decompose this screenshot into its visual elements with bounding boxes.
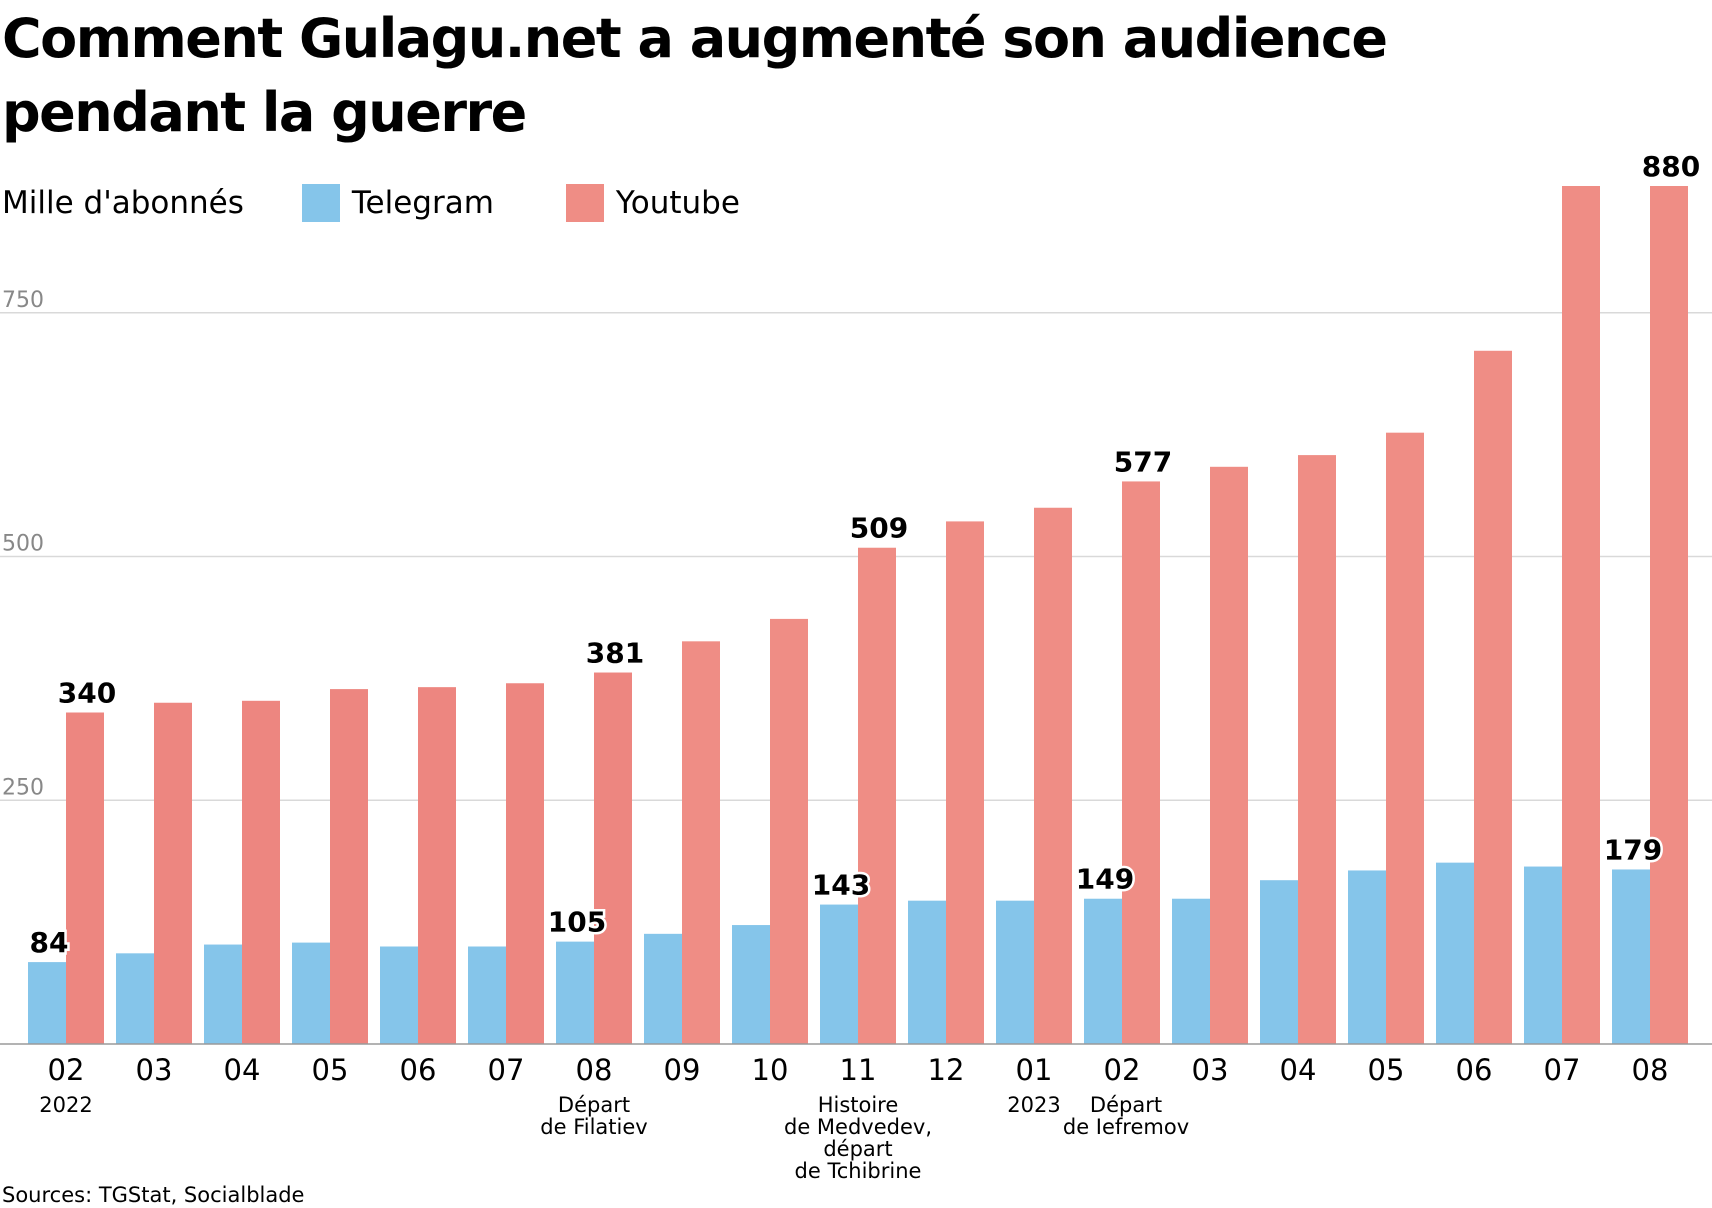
telegram-value-label-18: 179 bbox=[1604, 833, 1662, 866]
y-tick-label-750: 750 bbox=[2, 288, 44, 313]
telegram-bar-9 bbox=[820, 904, 858, 1044]
x-tick-label-1: 03 bbox=[136, 1053, 173, 1087]
telegram-value-label-0: 84 bbox=[30, 926, 69, 959]
youtube-bar-16 bbox=[1474, 350, 1512, 1044]
x-tick-label-15: 05 bbox=[1368, 1053, 1405, 1087]
youtube-bar-10 bbox=[946, 521, 984, 1044]
telegram-bar-6 bbox=[556, 941, 594, 1044]
youtube-value-label-12: 577 bbox=[1114, 445, 1172, 478]
youtube-bar-13 bbox=[1210, 466, 1248, 1044]
y-unit-label: Mille d'abonnés bbox=[2, 185, 244, 221]
youtube-bar-4 bbox=[418, 687, 456, 1044]
x-tick-label-18: 08 bbox=[1632, 1053, 1669, 1087]
legend-label-telegram: Telegram bbox=[351, 185, 494, 221]
youtube-bar-11 bbox=[1034, 507, 1072, 1044]
x-tick-label-2: 04 bbox=[224, 1053, 261, 1087]
y-tick-label-500: 500 bbox=[2, 532, 44, 557]
annotation-0-line-0: Départ bbox=[558, 1093, 630, 1117]
x-tick-label-9: 11 bbox=[840, 1053, 877, 1087]
telegram-bar-11 bbox=[996, 900, 1034, 1044]
annotation-2-line-0: Départ bbox=[1090, 1093, 1162, 1117]
youtube-value-label-0: 340 bbox=[58, 677, 116, 710]
source-note: Sources: TGStat, Socialblade bbox=[2, 1183, 305, 1207]
youtube-bar-0 bbox=[66, 712, 104, 1044]
x-tick-label-7: 09 bbox=[664, 1053, 701, 1087]
youtube-bar-2 bbox=[242, 700, 280, 1044]
telegram-value-label-12: 149 bbox=[1076, 863, 1134, 896]
x-tick-label-11: 01 bbox=[1016, 1053, 1053, 1087]
legend-swatch-youtube bbox=[565, 184, 604, 222]
youtube-value-label-9: 509 bbox=[850, 512, 908, 545]
y-tick-label-250: 250 bbox=[2, 775, 44, 800]
x-tick-label-16: 06 bbox=[1456, 1053, 1493, 1087]
annotation-2-line-1: de Iefremov bbox=[1063, 1115, 1189, 1139]
telegram-bar-10 bbox=[908, 900, 946, 1044]
youtube-bar-14 bbox=[1298, 455, 1336, 1045]
youtube-bar-3 bbox=[330, 689, 368, 1044]
youtube-bar-17 bbox=[1562, 186, 1600, 1044]
annotation-0: Départ de Filatiev bbox=[540, 1093, 647, 1139]
x-tick-label-3: 05 bbox=[312, 1053, 349, 1087]
telegram-bar-12 bbox=[1084, 898, 1122, 1044]
telegram-bar-15 bbox=[1348, 870, 1386, 1044]
legend-swatch-telegram bbox=[301, 184, 340, 222]
telegram-bar-4 bbox=[380, 946, 418, 1044]
annotation-1-line-1: de Medvedev, bbox=[784, 1115, 932, 1139]
telegram-bar-14 bbox=[1260, 880, 1298, 1044]
telegram-bar-18 bbox=[1612, 869, 1650, 1044]
x-tick-label-4: 06 bbox=[400, 1053, 437, 1087]
x-tick-label-8: 10 bbox=[752, 1053, 789, 1087]
x-tick-label-6: 08 bbox=[576, 1053, 613, 1087]
x-tick-label-5: 07 bbox=[488, 1053, 525, 1087]
telegram-bar-8 bbox=[732, 925, 770, 1044]
x-tick-label-10: 12 bbox=[928, 1053, 965, 1087]
youtube-bar-1 bbox=[154, 702, 192, 1044]
annotation-1-line-2: départ bbox=[823, 1137, 892, 1161]
legend-item-telegram: Telegram bbox=[301, 184, 494, 222]
legend: Mille d'abonnés Telegram Youtube bbox=[2, 178, 812, 228]
telegram-bar-17 bbox=[1524, 866, 1562, 1044]
legend-item-youtube: Youtube bbox=[565, 184, 740, 222]
youtube-value-label-18: 880 bbox=[1642, 150, 1700, 183]
year-label-2022: 2022 bbox=[39, 1093, 92, 1117]
telegram-value-label-9: 143 bbox=[812, 869, 870, 902]
youtube-bar-5 bbox=[506, 683, 544, 1044]
annotation-2: Départ de Iefremov bbox=[1063, 1093, 1189, 1139]
telegram-bar-7 bbox=[644, 933, 682, 1044]
annotation-1: Histoire de Medvedev, départ de Tchibrine bbox=[784, 1093, 932, 1183]
annotation-0-line-1: de Filatiev bbox=[540, 1115, 647, 1139]
youtube-bar-12 bbox=[1122, 481, 1160, 1044]
x-tick-label-0: 02 bbox=[48, 1053, 85, 1087]
x-tick-label-13: 03 bbox=[1192, 1053, 1229, 1087]
telegram-value-label-6: 105 bbox=[548, 906, 606, 939]
x-tick-label-17: 07 bbox=[1544, 1053, 1581, 1087]
telegram-bar-2 bbox=[204, 944, 242, 1044]
annotation-1-line-3: de Tchibrine bbox=[795, 1159, 922, 1183]
telegram-bar-5 bbox=[468, 946, 506, 1044]
youtube-bar-18 bbox=[1650, 186, 1688, 1044]
legend-label-youtube: Youtube bbox=[615, 185, 740, 221]
youtube-bar-9 bbox=[858, 547, 896, 1044]
year-label-2023: 2023 bbox=[1007, 1093, 1060, 1117]
youtube-bar-8 bbox=[770, 618, 808, 1044]
youtube-bar-6 bbox=[594, 672, 632, 1044]
chart-title: Comment Gulagu.net a augmenté son audien… bbox=[2, 7, 1388, 144]
telegram-bar-1 bbox=[116, 953, 154, 1044]
youtube-bar-7 bbox=[682, 641, 720, 1044]
telegram-bar-3 bbox=[292, 942, 330, 1044]
telegram-bar-13 bbox=[1172, 898, 1210, 1044]
youtube-value-label-6: 381 bbox=[586, 637, 644, 670]
annotation-1-line-0: Histoire bbox=[818, 1093, 899, 1117]
telegram-bar-16 bbox=[1436, 862, 1474, 1044]
youtube-bar-15 bbox=[1386, 432, 1424, 1044]
telegram-bar-0 bbox=[28, 962, 66, 1044]
x-tick-label-14: 04 bbox=[1280, 1053, 1317, 1087]
x-tick-label-12: 02 bbox=[1104, 1053, 1141, 1087]
